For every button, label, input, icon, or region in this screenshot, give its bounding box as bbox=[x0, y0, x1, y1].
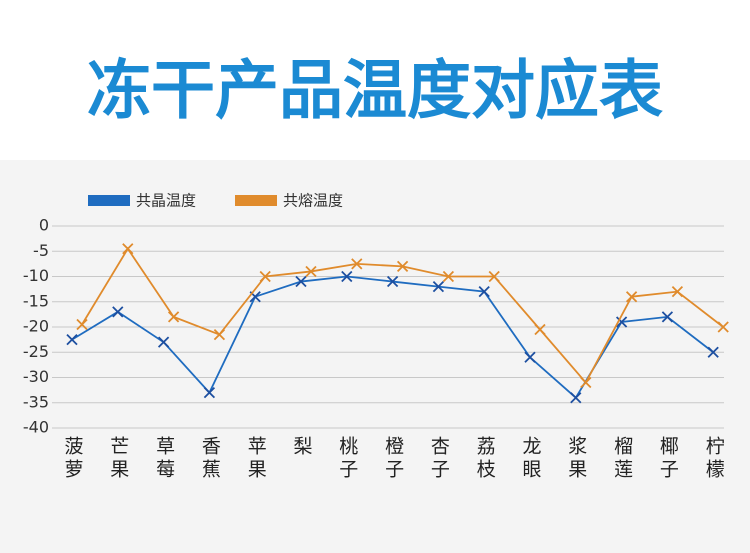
point-marker bbox=[122, 243, 134, 255]
y-tick-label: -5 bbox=[33, 241, 49, 260]
point-marker bbox=[442, 270, 455, 283]
point-marker bbox=[386, 275, 399, 288]
point-marker bbox=[534, 323, 546, 336]
point-marker bbox=[112, 306, 124, 318]
x-tick-label: 杏子 bbox=[428, 436, 450, 482]
y-tick-label: -25 bbox=[23, 342, 49, 361]
y-tick-label: -20 bbox=[23, 317, 49, 336]
point-marker bbox=[707, 346, 719, 358]
y-tick-label: 0 bbox=[39, 216, 49, 235]
point-marker bbox=[524, 351, 536, 363]
legend-label: 共晶温度 bbox=[136, 192, 196, 210]
point-marker bbox=[580, 376, 592, 389]
point-marker bbox=[167, 311, 180, 323]
plot-background bbox=[0, 160, 750, 553]
point-marker bbox=[76, 318, 88, 331]
x-tick-label: 榴莲 bbox=[611, 436, 633, 482]
point-marker bbox=[717, 321, 729, 333]
x-tick-label: 芒果 bbox=[107, 436, 129, 482]
y-tick-label: -30 bbox=[23, 367, 49, 386]
x-tick-label: 桃子 bbox=[336, 436, 358, 482]
x-tick-label: 椰子 bbox=[657, 436, 679, 482]
point-marker bbox=[341, 270, 353, 283]
chart-title: 冻干产品温度对应表 bbox=[87, 55, 663, 129]
y-tick-label: -10 bbox=[23, 266, 49, 285]
x-tick-label: 梨 bbox=[291, 436, 313, 459]
x-tick-label: 柠檬 bbox=[703, 436, 725, 482]
x-tick-label: 香蕉 bbox=[199, 436, 221, 482]
point-marker bbox=[259, 270, 271, 283]
legend-label: 共熔温度 bbox=[283, 192, 343, 210]
y-tick-label: -15 bbox=[23, 291, 49, 310]
x-tick-label: 苹果 bbox=[245, 436, 267, 482]
x-tick-label: 荔枝 bbox=[474, 436, 496, 482]
point-marker bbox=[305, 265, 317, 278]
point-marker bbox=[295, 275, 307, 288]
point-marker bbox=[66, 333, 78, 346]
x-tick-label: 橙子 bbox=[382, 436, 404, 482]
x-tick-label: 浆果 bbox=[565, 436, 587, 482]
point-marker bbox=[351, 258, 363, 270]
point-marker bbox=[671, 286, 684, 298]
legend-swatch bbox=[235, 195, 277, 206]
point-marker bbox=[213, 328, 226, 341]
point-marker bbox=[661, 311, 674, 323]
point-marker bbox=[432, 280, 445, 293]
y-tick-label: -35 bbox=[23, 392, 49, 411]
point-marker bbox=[570, 392, 582, 404]
point-marker bbox=[203, 387, 216, 399]
point-marker bbox=[478, 286, 490, 298]
point-marker bbox=[157, 336, 170, 348]
y-tick-label: -40 bbox=[23, 418, 49, 437]
point-marker bbox=[625, 291, 638, 303]
point-marker bbox=[396, 260, 409, 273]
point-marker bbox=[615, 316, 628, 328]
point-marker bbox=[488, 270, 500, 283]
x-tick-label: 龙眼 bbox=[520, 436, 542, 482]
legend-swatch bbox=[88, 195, 130, 206]
x-tick-label: 菠萝 bbox=[62, 436, 84, 482]
x-tick-label: 草莓 bbox=[153, 436, 175, 482]
